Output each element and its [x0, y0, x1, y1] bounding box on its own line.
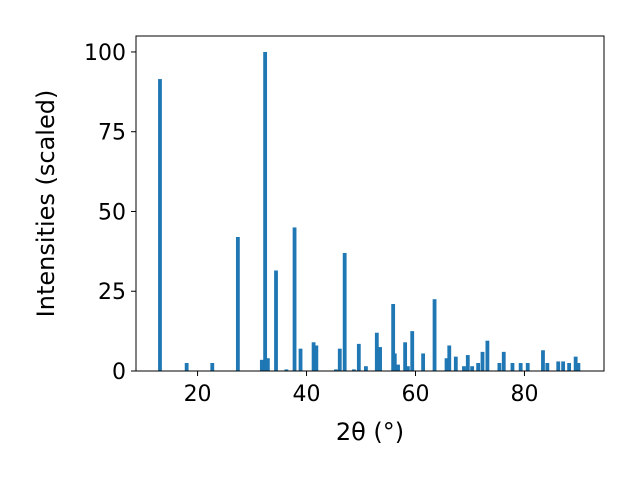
bar	[284, 369, 289, 371]
y-axis-ticks: 0 25 50 75 100	[84, 41, 136, 385]
bar	[518, 363, 523, 371]
bar	[497, 363, 502, 371]
bar	[470, 366, 475, 371]
bar	[541, 350, 545, 371]
bar	[396, 364, 400, 371]
bar	[447, 345, 452, 371]
bar	[391, 304, 396, 371]
bar	[485, 340, 490, 371]
bar	[476, 363, 481, 371]
bar	[263, 51, 268, 371]
bar	[265, 358, 270, 371]
bar	[501, 351, 506, 371]
bar	[556, 361, 561, 371]
x-axis-label: 2θ (°)	[336, 418, 404, 446]
bar	[403, 342, 408, 371]
bar	[545, 363, 550, 371]
plot-frame	[135, 35, 605, 372]
x-tick-label: 40	[293, 382, 321, 407]
bar	[259, 359, 264, 371]
x-tick-label: 80	[510, 382, 538, 407]
bar	[573, 356, 578, 371]
bar	[465, 355, 470, 371]
y-tick-label: 75	[98, 121, 126, 146]
y-tick-label: 0	[112, 360, 126, 385]
bar	[392, 353, 397, 371]
bar	[374, 332, 379, 371]
x-tick-label: 20	[184, 382, 212, 407]
bar	[184, 363, 189, 371]
bar	[378, 347, 382, 371]
bar	[444, 358, 449, 371]
bar	[356, 343, 361, 371]
bar	[453, 356, 458, 371]
bar	[311, 342, 316, 371]
bar	[421, 353, 426, 371]
y-tick-label: 50	[98, 200, 126, 225]
bar	[405, 366, 410, 371]
bar	[298, 348, 303, 371]
bar	[337, 348, 342, 371]
bar-series	[158, 51, 581, 371]
bar	[158, 79, 162, 371]
bar	[235, 237, 240, 371]
bar	[314, 345, 319, 371]
bar	[576, 363, 581, 371]
bar	[480, 351, 485, 371]
bar	[525, 363, 530, 371]
x-tick-label: 60	[401, 382, 429, 407]
bar	[567, 363, 572, 371]
bar	[342, 252, 347, 371]
bar	[364, 366, 368, 371]
bar	[561, 361, 566, 371]
y-tick-label: 100	[84, 41, 126, 66]
x-axis-ticks: 20 40 60 80	[184, 371, 538, 407]
bar	[462, 366, 466, 371]
bar	[510, 363, 515, 371]
bar	[352, 369, 356, 371]
bar	[410, 331, 415, 371]
bar	[210, 363, 215, 371]
bar	[432, 299, 437, 371]
bar	[334, 369, 338, 371]
bar	[292, 227, 297, 371]
y-axis-label: Intensities (scaled)	[32, 90, 60, 318]
y-tick-label: 25	[98, 280, 126, 305]
bar	[274, 270, 278, 371]
